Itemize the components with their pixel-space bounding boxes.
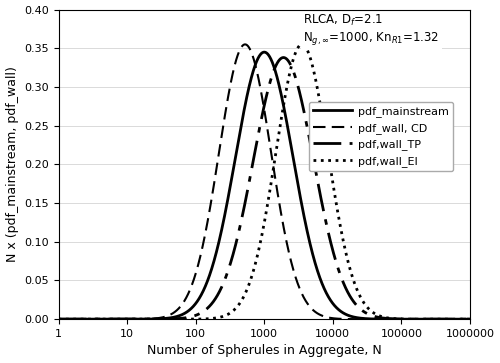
Y-axis label: N x (pdf_mainstream, pdf_wall): N x (pdf_mainstream, pdf_wall) xyxy=(6,66,18,262)
X-axis label: Number of Spherules in Aggregate, N: Number of Spherules in Aggregate, N xyxy=(147,344,382,358)
Legend: pdf_mainstream, pdf_wall, CD, pdf,wall_TP, pdf,wall_EI: pdf_mainstream, pdf_wall, CD, pdf,wall_T… xyxy=(309,102,453,171)
Text: RLCA, D$_f$=2.1
N$_{g,\infty}$=1000, Kn$_{R1}$=1.32: RLCA, D$_f$=2.1 N$_{g,\infty}$=1000, Kn$… xyxy=(304,13,440,47)
